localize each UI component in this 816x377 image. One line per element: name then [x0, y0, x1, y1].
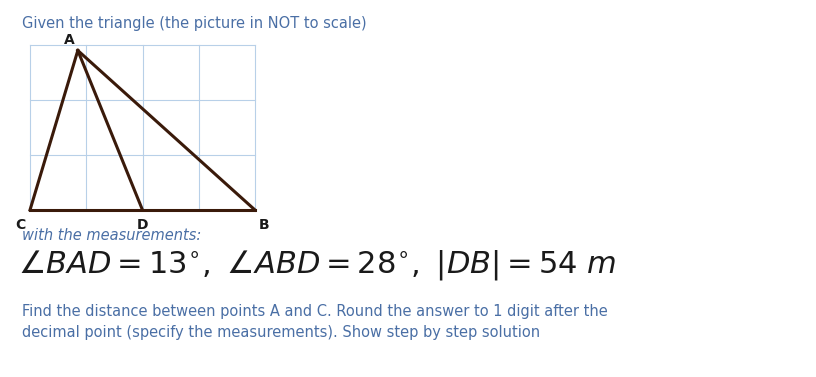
Text: Given the triangle (the picture in NOT to scale): Given the triangle (the picture in NOT t… — [22, 16, 366, 31]
Text: B: B — [259, 218, 269, 232]
Text: A: A — [64, 32, 75, 46]
Text: D: D — [137, 218, 149, 232]
Text: decimal point (specify the measurements). Show step by step solution: decimal point (specify the measurements)… — [22, 325, 540, 340]
Text: $\angle BAD = 13^{\circ},\ \angle ABD = 28^{\circ},\ |DB| = 54\ m$: $\angle BAD = 13^{\circ},\ \angle ABD = … — [18, 248, 617, 282]
Text: C: C — [16, 218, 26, 232]
Text: with the measurements:: with the measurements: — [22, 228, 202, 243]
Text: Find the distance between points A and C. Round the answer to 1 digit after the: Find the distance between points A and C… — [22, 304, 608, 319]
